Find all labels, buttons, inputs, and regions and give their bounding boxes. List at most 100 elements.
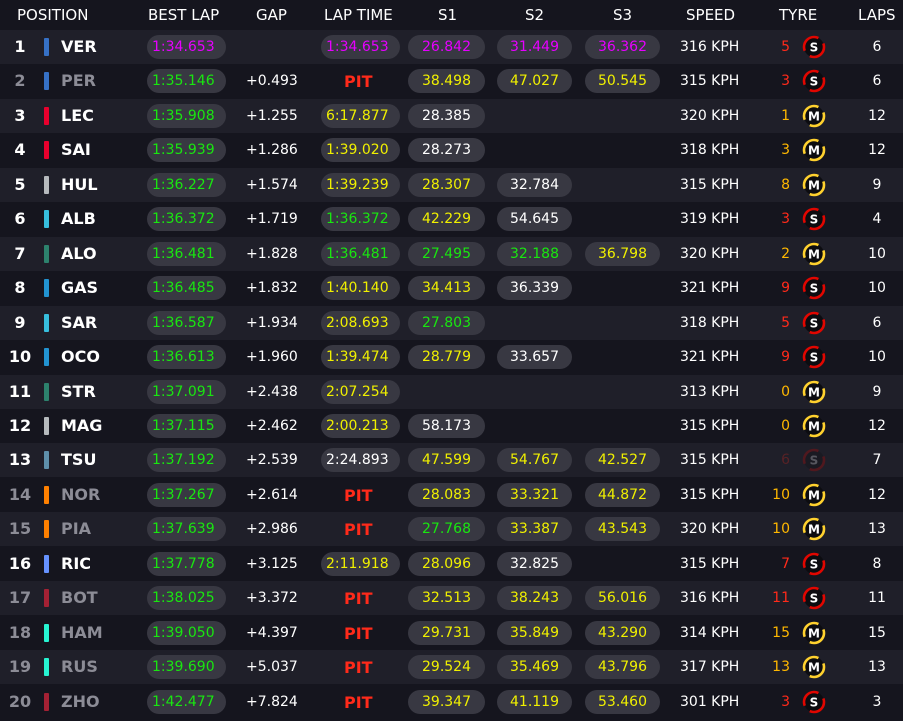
best-lap-time: 1:37.267 bbox=[147, 482, 226, 507]
laps-count: 15 bbox=[868, 624, 886, 641]
tyre-age: 10 bbox=[772, 521, 790, 538]
team-color-bar bbox=[44, 589, 49, 608]
table-row[interactable]: 13 TSU 1:37.192 +2.539 2:24.893 47.599 54.767 4… bbox=[0, 443, 903, 478]
table-row[interactable]: 14 NOR 1:37.267 +2.614 PIT 28.083 33.321 44.872… bbox=[0, 477, 903, 512]
driver-abbreviation[interactable]: ZHO bbox=[61, 691, 100, 711]
speed-value: 313 KPH bbox=[680, 383, 740, 400]
driver-abbreviation[interactable]: LEC bbox=[61, 105, 94, 125]
soft-tyre-icon: S bbox=[802, 690, 826, 713]
table-row[interactable]: 6 ALB 1:36.372 +1.719 1:36.372 42.229 54.645 31… bbox=[0, 202, 903, 237]
table-row[interactable]: 20 ZHO 1:42.477 +7.824 PIT 39.347 41.119 53.460… bbox=[0, 684, 903, 719]
header-row: POSITION BEST LAP GAP LAP TIME S1 S2 S3 … bbox=[0, 0, 903, 30]
position-number: 10 bbox=[8, 347, 32, 367]
tyre-letter: S bbox=[810, 592, 819, 606]
driver-abbreviation[interactable]: HUL bbox=[61, 174, 98, 194]
gap-value: +4.397 bbox=[246, 624, 298, 641]
pit-indicator: PIT bbox=[344, 485, 373, 505]
best-lap-time: 1:36.613 bbox=[147, 345, 226, 370]
gap-value: +2.438 bbox=[246, 383, 298, 400]
tyre-age: 3 bbox=[781, 73, 790, 90]
table-row[interactable]: 11 STR 1:37.091 +2.438 2:07.254 313 KPH 0 M 9 bbox=[0, 374, 903, 409]
laps-count: 6 bbox=[872, 314, 882, 331]
team-color-bar bbox=[44, 244, 49, 263]
driver-abbreviation[interactable]: STR bbox=[61, 381, 96, 401]
table-row[interactable]: 7 ALO 1:36.481 +1.828 1:36.481 27.495 32.188 36… bbox=[0, 236, 903, 271]
table-row[interactable]: 19 RUS 1:39.690 +5.037 PIT 29.524 35.469 43.796… bbox=[0, 650, 903, 685]
driver-abbreviation[interactable]: PER bbox=[61, 71, 96, 91]
driver-abbreviation[interactable]: MAG bbox=[61, 415, 103, 435]
driver-abbreviation[interactable]: BOT bbox=[61, 588, 98, 608]
driver-abbreviation[interactable]: RUS bbox=[61, 657, 98, 677]
sector-s3-time: 42.527 bbox=[585, 448, 660, 473]
team-color-bar bbox=[44, 658, 49, 677]
driver-abbreviation[interactable]: RIC bbox=[61, 553, 92, 573]
best-lap-time: 1:34.653 bbox=[147, 35, 226, 59]
position-number: 20 bbox=[8, 691, 32, 711]
team-color-bar bbox=[44, 554, 49, 573]
sector-s1-time: 28.779 bbox=[408, 345, 485, 370]
driver-abbreviation[interactable]: HAM bbox=[61, 622, 103, 642]
table-row[interactable]: 10 OCO 1:36.613 +1.960 1:39.474 28.779 33.657 3… bbox=[0, 340, 903, 375]
table-row[interactable]: 1 VER 1:34.653 1:34.653 26.842 31.449 36.362 31… bbox=[0, 30, 903, 64]
table-row[interactable]: 16 RIC 1:37.778 +3.125 2:11.918 28.096 32.825 3… bbox=[0, 546, 903, 581]
driver-abbreviation[interactable]: VER bbox=[61, 37, 97, 56]
driver-abbreviation[interactable]: GAS bbox=[61, 278, 99, 298]
table-row[interactable]: 15 PIA 1:37.639 +2.986 PIT 27.768 33.387 43.543… bbox=[0, 512, 903, 547]
best-lap-time: 1:39.050 bbox=[147, 620, 226, 645]
driver-abbreviation[interactable]: ALB bbox=[61, 209, 96, 229]
laps-count: 7 bbox=[872, 452, 882, 469]
driver-abbreviation[interactable]: ALO bbox=[61, 243, 97, 263]
best-lap-time: 1:35.908 bbox=[147, 103, 226, 128]
gap-value: +1.255 bbox=[246, 107, 298, 124]
driver-abbreviation[interactable]: SAR bbox=[61, 312, 98, 332]
gap-value bbox=[246, 30, 316, 64]
sector-s2-time: 33.321 bbox=[497, 482, 572, 507]
table-row[interactable]: 8 GAS 1:36.485 +1.832 1:40.140 34.413 36.339 32… bbox=[0, 271, 903, 306]
speed-value: 315 KPH bbox=[680, 452, 740, 469]
position-number: 12 bbox=[8, 415, 32, 435]
driver-abbreviation[interactable]: NOR bbox=[61, 484, 101, 504]
lap-time: 6:17.877 bbox=[321, 103, 400, 128]
laps-count: 6 bbox=[872, 73, 882, 90]
tyre-letter: S bbox=[810, 213, 819, 227]
driver-abbreviation[interactable]: SAI bbox=[61, 140, 91, 160]
team-color-bar bbox=[44, 348, 49, 367]
best-lap-time: 1:38.025 bbox=[147, 586, 226, 611]
team-color-bar bbox=[44, 416, 49, 435]
table-row[interactable]: 18 HAM 1:39.050 +4.397 PIT 29.731 35.849 43.290… bbox=[0, 615, 903, 650]
team-color-bar bbox=[44, 106, 49, 125]
table-row[interactable]: 9 SAR 1:36.587 +1.934 2:08.693 27.803 318 KPH 5… bbox=[0, 305, 903, 340]
tyre-letter: M bbox=[808, 419, 820, 433]
tyre-letter: M bbox=[808, 626, 820, 640]
lap-time: 1:40.140 bbox=[321, 276, 400, 301]
speed-value: 320 KPH bbox=[680, 107, 740, 124]
lap-time: 2:11.918 bbox=[321, 551, 400, 576]
table-row[interactable]: 2 PER 1:35.146 +0.493 PIT 38.498 47.027 50.545 3… bbox=[0, 64, 903, 99]
table-row[interactable]: 5 HUL 1:36.227 +1.574 1:39.239 28.307 32.784 31… bbox=[0, 167, 903, 202]
laps-count: 9 bbox=[872, 383, 882, 400]
gap-value: +3.372 bbox=[246, 590, 298, 607]
driver-abbreviation[interactable]: OCO bbox=[61, 347, 100, 367]
driver-abbreviation[interactable]: TSU bbox=[61, 450, 97, 470]
speed-value: 321 KPH bbox=[680, 349, 740, 366]
speed-value: 319 KPH bbox=[680, 211, 740, 228]
sector-s2-time: 33.387 bbox=[497, 517, 572, 542]
gap-value: +1.960 bbox=[246, 349, 298, 366]
table-row[interactable]: 3 LEC 1:35.908 +1.255 6:17.877 28.385 320 KPH 1… bbox=[0, 98, 903, 133]
gap-value: +1.286 bbox=[246, 142, 298, 159]
team-color-bar bbox=[44, 692, 49, 711]
tyre-age: 10 bbox=[772, 486, 790, 503]
table-row[interactable]: 17 BOT 1:38.025 +3.372 PIT 32.513 38.243 56.016… bbox=[0, 581, 903, 616]
tyre-age: 7 bbox=[781, 555, 790, 572]
best-lap-time: 1:37.639 bbox=[147, 517, 226, 542]
driver-abbreviation[interactable]: PIA bbox=[61, 519, 92, 539]
tyre-age: 3 bbox=[781, 211, 790, 228]
team-color-bar bbox=[44, 382, 49, 401]
table-row[interactable]: 12 MAG 1:37.115 +2.462 2:00.213 58.173 315 KPH… bbox=[0, 408, 903, 443]
laps-count: 12 bbox=[868, 142, 886, 159]
table-row[interactable]: 4 SAI 1:35.939 +1.286 1:39.020 28.273 318 KPH 3… bbox=[0, 133, 903, 168]
tyre-letter: S bbox=[810, 41, 819, 55]
lap-time: 1:39.474 bbox=[321, 345, 400, 370]
sector-s1-time: 28.096 bbox=[408, 551, 485, 576]
laps-count: 10 bbox=[868, 349, 886, 366]
